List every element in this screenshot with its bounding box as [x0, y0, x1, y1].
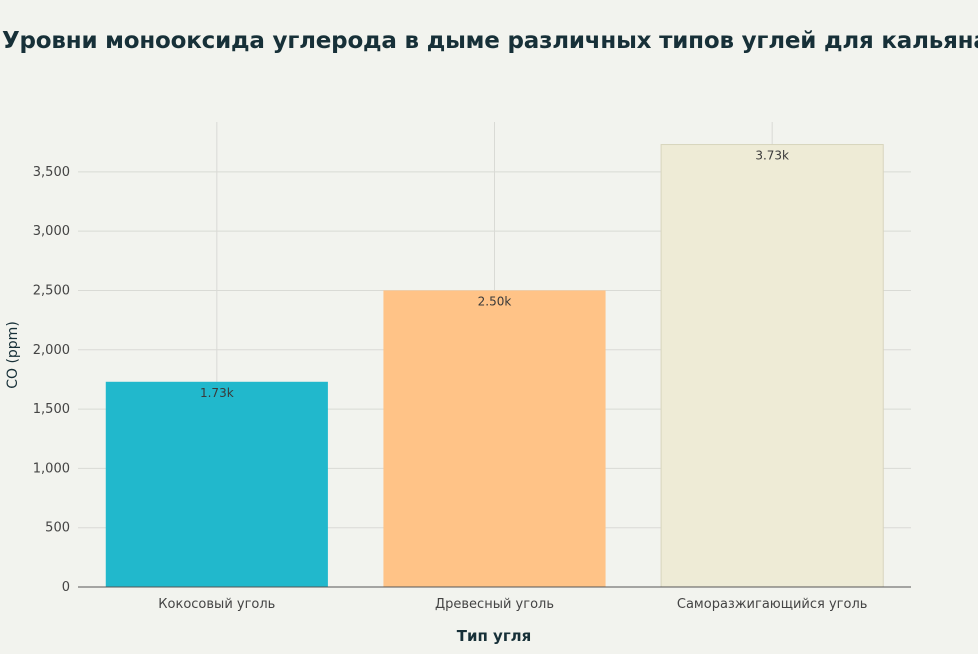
- bar: [105, 381, 328, 587]
- data-label-layer: 1.73k 2.50k 3.73k: [200, 149, 789, 400]
- y-tick-layer: 0 500 1,000 1,500 2,000 2,500 3,000 3,500: [33, 165, 70, 595]
- x-tick-label: Саморазжигающийся уголь: [677, 597, 868, 612]
- bar-layer: [105, 144, 884, 588]
- x-tick-layer: Кокосовый уголь Древесный уголь Саморазжиг…: [158, 597, 867, 612]
- x-tick-label: Древесный уголь: [435, 597, 554, 612]
- y-tick-label: 3,500: [33, 165, 70, 180]
- y-tick-label: 500: [45, 521, 70, 536]
- y-tick-label: 1,000: [33, 461, 70, 476]
- y-tick-label: 1,500: [33, 402, 70, 417]
- chart-title: Уровни монооксида углерода в дыме различ…: [2, 28, 978, 54]
- bar-value-label: 2.50k: [478, 294, 512, 308]
- y-tick-label: 2,500: [33, 283, 70, 298]
- y-tick-label: 2,000: [33, 343, 70, 358]
- y-axis-title: CO (ppm): [5, 321, 21, 389]
- y-tick-label: 0: [62, 580, 70, 595]
- x-tick-label: Кокосовый уголь: [158, 597, 275, 612]
- bar: [660, 144, 884, 588]
- y-tick-label: 3,000: [33, 224, 70, 239]
- bar-value-label: 3.73k: [755, 149, 789, 163]
- bar: [383, 290, 606, 587]
- x-axis-title: Тип угля: [457, 627, 532, 645]
- bar-value-label: 1.73k: [200, 386, 234, 400]
